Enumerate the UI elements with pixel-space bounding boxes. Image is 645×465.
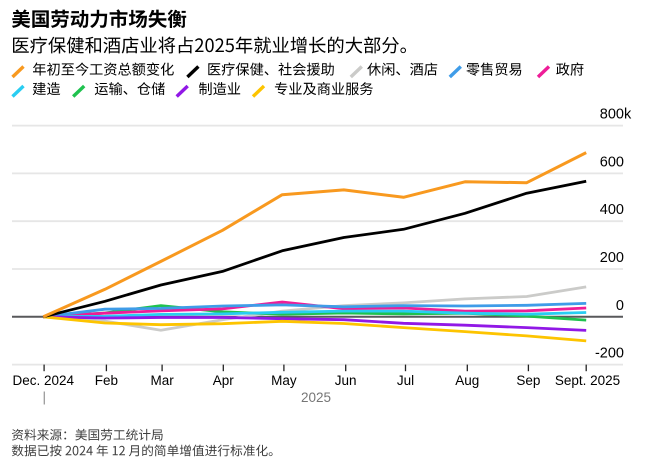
svg-text:Sep: Sep [516, 373, 540, 388]
svg-text:Sept. 2025: Sept. 2025 [555, 373, 620, 388]
svg-text:2025: 2025 [301, 390, 331, 405]
svg-text:May: May [271, 373, 297, 388]
svg-text:400: 400 [600, 202, 624, 218]
svg-text:k: k [624, 107, 632, 123]
svg-text:Mar: Mar [150, 373, 174, 388]
svg-text:800: 800 [600, 107, 624, 123]
svg-text:0: 0 [616, 298, 624, 314]
svg-text:Dec. 2024: Dec. 2024 [13, 373, 75, 388]
svg-text:Apr: Apr [213, 373, 235, 388]
svg-text:Feb: Feb [95, 373, 118, 388]
svg-text:Aug: Aug [455, 373, 479, 388]
svg-text:600: 600 [600, 154, 624, 170]
svg-text:Jun: Jun [335, 373, 357, 388]
svg-text:200: 200 [600, 250, 624, 266]
svg-text:Jul: Jul [397, 373, 414, 388]
svg-text:-200: -200 [595, 346, 624, 362]
